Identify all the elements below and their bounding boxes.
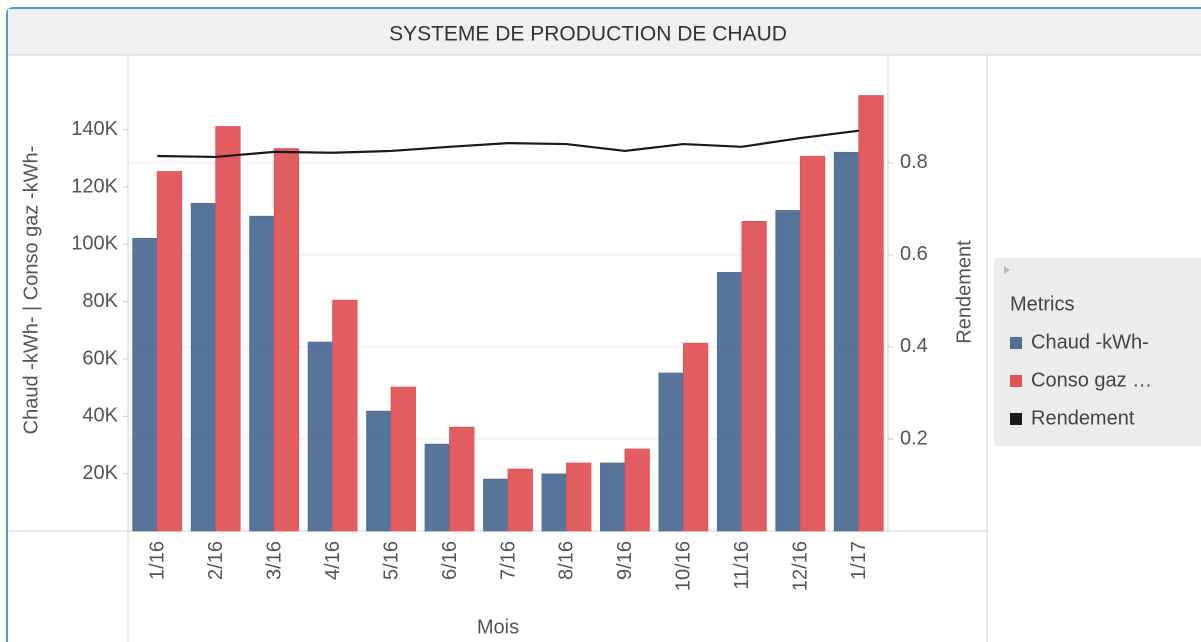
x-tick-label: 12/16 <box>790 541 812 591</box>
x-tick-label: 11/16 <box>731 541 753 590</box>
legend-swatch <box>1010 413 1022 425</box>
bar <box>332 299 358 532</box>
y2-axis-title: Rendement <box>953 240 975 344</box>
bar <box>682 342 709 532</box>
bar <box>249 215 275 532</box>
bar <box>858 95 884 532</box>
line <box>157 129 859 159</box>
x-tick-label: 1/16 <box>147 541 169 580</box>
bar <box>215 126 241 532</box>
legend-label: Chaud -kWh- <box>1031 331 1149 353</box>
bar <box>273 148 300 532</box>
x-tick-label: 10/16 <box>673 541 695 591</box>
bar <box>424 443 450 532</box>
bar <box>716 272 743 532</box>
x-tick-label: 5/16 <box>380 541 402 580</box>
y-tick-label: 140K <box>71 118 118 140</box>
bar <box>741 220 767 532</box>
legend-label: Conso gaz … <box>1031 369 1152 391</box>
title-bar <box>8 9 1201 55</box>
legend-title: Metrics <box>1010 293 1074 315</box>
chart-title: SYSTEME DE PRODUCTION DE CHAUD <box>389 23 787 46</box>
x-tick-label: 8/16 <box>556 541 578 580</box>
x-tick-label: 6/16 <box>439 541 461 580</box>
frame <box>6 7 1201 642</box>
bar <box>566 462 592 532</box>
bar <box>366 410 392 532</box>
bar <box>156 171 183 532</box>
x-axis-title: Mois <box>477 616 519 638</box>
bar <box>541 473 567 532</box>
bar <box>507 468 533 532</box>
bar <box>799 155 826 532</box>
y2-tick-label: 0.6 <box>900 243 928 265</box>
bar <box>190 202 217 532</box>
legend-label: Rendement <box>1031 407 1135 429</box>
y-tick-label: 120K <box>71 175 118 197</box>
bar <box>449 426 475 532</box>
legend-swatch <box>1010 375 1022 387</box>
x-tick-label: 2/16 <box>205 541 227 580</box>
y-tick-label: 100K <box>71 233 118 255</box>
legend <box>994 258 1201 446</box>
bar <box>483 478 509 532</box>
bar <box>833 151 860 532</box>
x-tick-label: 9/16 <box>614 541 636 580</box>
legend-swatch <box>1010 337 1022 349</box>
x-tick-label: 4/16 <box>322 541 344 580</box>
x-tick-label: 7/16 <box>497 541 519 580</box>
y-tick-label: 60K <box>82 347 118 369</box>
y-axis-title: Chaud -kWh- | Conso gaz -kWh- <box>20 146 42 435</box>
bar <box>624 448 650 532</box>
bar <box>658 372 684 532</box>
x-tick-label: 1/17 <box>848 541 870 580</box>
bar <box>307 341 334 532</box>
y2-tick-label: 0.8 <box>900 151 928 173</box>
bar <box>132 237 158 532</box>
bar <box>775 210 801 532</box>
x-tick-label: 3/16 <box>263 541 285 580</box>
bar <box>600 462 626 532</box>
y2-tick-label: 0.2 <box>900 427 928 449</box>
legend-toggle[interactable] <box>1004 266 1010 274</box>
y-tick-label: 80K <box>82 290 118 312</box>
y-tick-label: 40K <box>82 405 118 427</box>
y2-tick-label: 0.4 <box>900 335 928 357</box>
y-tick-label: 20K <box>82 462 118 484</box>
bar <box>390 386 416 532</box>
